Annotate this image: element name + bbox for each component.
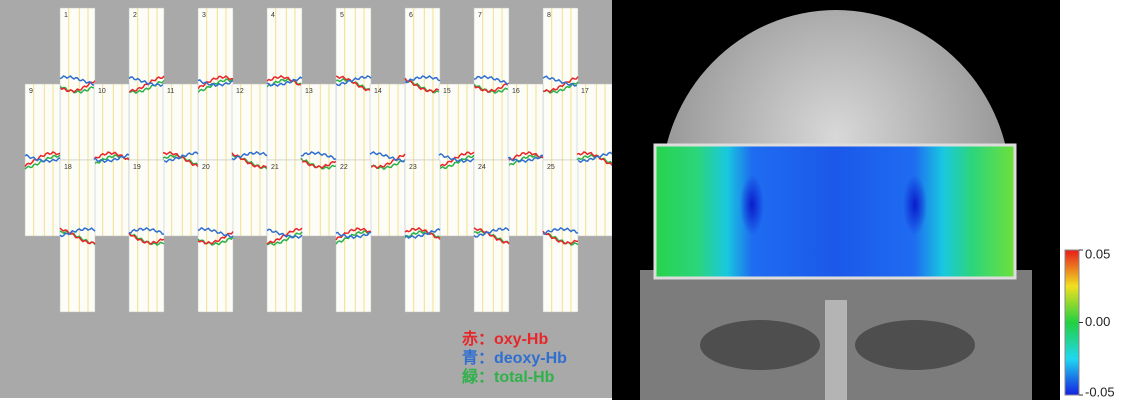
legend-entry: 青：deoxy-Hb: [462, 348, 567, 367]
eye: [700, 320, 820, 370]
channel-label: 2: [133, 12, 137, 19]
channel-label: 22: [340, 164, 348, 171]
colorbar-label: -0.05: [1085, 384, 1115, 399]
colorbar: [1065, 250, 1079, 395]
channel-label: 16: [512, 88, 520, 95]
channel-label: 18: [64, 164, 72, 171]
colorbar-ticks: 0.05 0.00 -0.05: [1079, 246, 1115, 399]
legend-entry: 赤：oxy-Hb: [462, 329, 548, 348]
channel-label: 8: [547, 12, 551, 19]
channel-label: 9: [29, 88, 33, 95]
eye: [855, 320, 975, 370]
channel-label: 7: [478, 12, 482, 19]
channel-label: 15: [443, 88, 451, 95]
heatmap: [655, 145, 1015, 278]
channel-label: 11: [167, 88, 174, 95]
channel-box: [405, 8, 440, 160]
nose: [825, 300, 847, 400]
channel-label: 12: [236, 88, 244, 95]
channel-label: 21: [271, 164, 279, 171]
figure: 1234567891011121314151617181920212223242…: [0, 0, 1129, 404]
channel-label: 10: [98, 88, 106, 95]
colorbar-label: 0.00: [1085, 314, 1110, 329]
heat-spot: [903, 175, 927, 235]
channel-label: 17: [581, 88, 589, 95]
channel-label: 19: [133, 164, 141, 171]
legend-entry: 緑：total-Hb: [462, 367, 555, 386]
channel-label: 4: [271, 12, 275, 19]
channel-label: 25: [547, 164, 555, 171]
channel-label: 6: [409, 12, 413, 19]
heat-spot: [740, 175, 764, 235]
channel-box: [94, 84, 129, 236]
channel-label: 14: [374, 88, 382, 95]
channel-box: [474, 8, 509, 160]
channel-label: 24: [478, 164, 486, 171]
channel-label: 13: [305, 88, 313, 95]
channel-box: [543, 160, 578, 312]
channel-box: [60, 160, 95, 312]
channel-label: 3: [202, 12, 206, 19]
channel-box: [232, 84, 267, 236]
channel-label: 23: [409, 164, 417, 171]
channel-label: 1: [64, 12, 68, 19]
channel-label: 5: [340, 12, 344, 19]
channel-label: 20: [202, 164, 210, 171]
channel-box: [198, 160, 233, 312]
colorbar-label: 0.05: [1085, 246, 1110, 261]
